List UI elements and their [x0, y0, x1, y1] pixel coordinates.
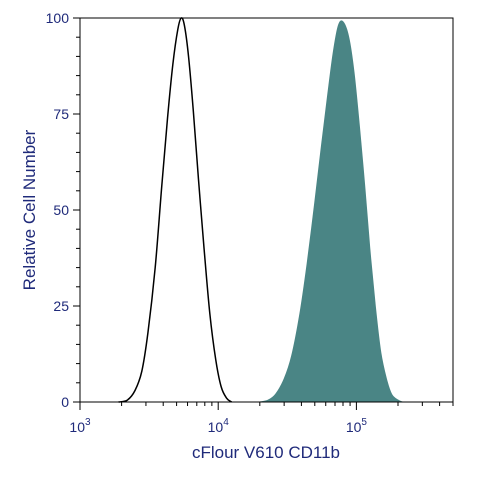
y-tick-label: 0 [61, 394, 69, 410]
plot-frame [79, 17, 454, 403]
x-axis-label: cFlour V610 CD11b [192, 443, 340, 462]
y-tick-label: 50 [53, 202, 69, 218]
y-axis-label: Relative Cell Number [20, 129, 39, 290]
histogram-outline-series [118, 17, 233, 403]
x-axis: 103 104 105 [69, 402, 454, 435]
histogram-filled-series [259, 20, 403, 403]
y-tick-label: 100 [46, 10, 70, 26]
x-tick-label: 103 [69, 417, 91, 435]
y-tick-label: 25 [53, 298, 69, 314]
y-axis: 0 25 50 75 100 [46, 10, 80, 410]
y-tick-label: 75 [53, 106, 69, 122]
series-layer [118, 17, 403, 403]
x-tick-label: 105 [346, 417, 368, 435]
x-tick-label: 104 [208, 417, 230, 435]
